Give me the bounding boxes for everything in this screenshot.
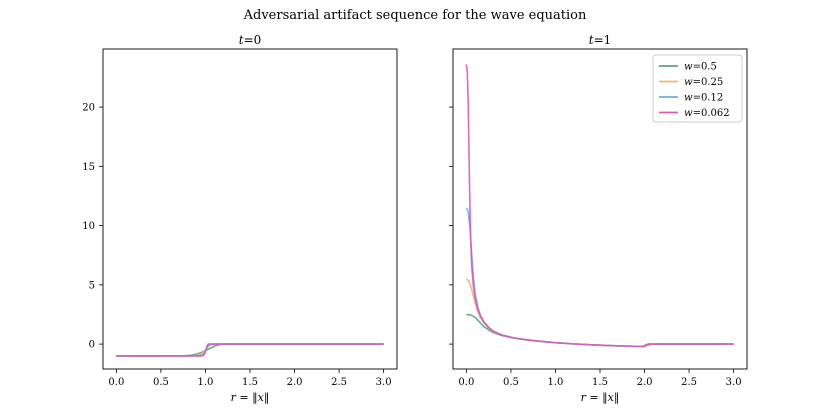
x-tick-label: 0.0	[458, 377, 474, 388]
series-line-2	[116, 343, 384, 357]
series-line-1	[466, 313, 734, 348]
y-tick-label: 10	[82, 221, 95, 232]
x-tick-label: 1.0	[198, 377, 214, 388]
series-line-3	[465, 207, 734, 348]
series-line-1	[116, 343, 384, 357]
x-tick-label: 2.5	[681, 377, 697, 388]
x-tick-label: 2.0	[637, 377, 653, 388]
series-line-4	[116, 343, 384, 357]
legend-label-2: w=0.25	[684, 77, 723, 88]
x-tick-label: 1.5	[242, 377, 258, 388]
x-tick-label: 0.5	[503, 377, 519, 388]
figure-title: Adversarial artifact sequence for the wa…	[243, 8, 587, 23]
legend-label-3: w=0.12	[684, 93, 723, 104]
y-tick-label: 5	[89, 280, 95, 291]
x-tick-label: 0.0	[108, 377, 124, 388]
panel-t1-title: t=1	[589, 33, 612, 47]
series-line-3	[116, 343, 384, 357]
x-tick-label: 2.5	[331, 377, 347, 388]
x-tick-label: 1.5	[592, 377, 608, 388]
series-line-4	[465, 64, 734, 348]
x-tick-label: 2.0	[287, 377, 303, 388]
y-tick-label: 20	[82, 103, 95, 114]
x-tick-label: 3.0	[726, 377, 742, 388]
x-tick-label: 1.0	[548, 377, 564, 388]
panel-t0-xlabel: r = ‖x‖	[231, 391, 270, 405]
y-tick-label: 0	[89, 340, 95, 351]
legend-label-4: w=0.062	[684, 108, 730, 119]
panel-t1-xlabel: r = ‖x‖	[581, 391, 620, 405]
x-tick-label: 0.5	[153, 377, 169, 388]
legend-box	[652, 54, 743, 123]
legend-label-1: w=0.5	[684, 62, 717, 73]
panel-t1: t=1 r = ‖x‖ 0.0 0.5 1.0 1.5 2.0 2.5 3.0 w=0.5 w=…	[449, 33, 748, 405]
panel-t0-title: t=0	[239, 33, 262, 47]
y-tick-label: 15	[82, 162, 95, 173]
axes-frame	[102, 48, 398, 370]
x-tick-label: 3.0	[376, 377, 392, 388]
panel-t0: t=0 r = ‖x‖ 0.0 0.5 1.0 1.5 2.0 2.5 3.0 0 5 10 15 2…	[82, 33, 398, 405]
